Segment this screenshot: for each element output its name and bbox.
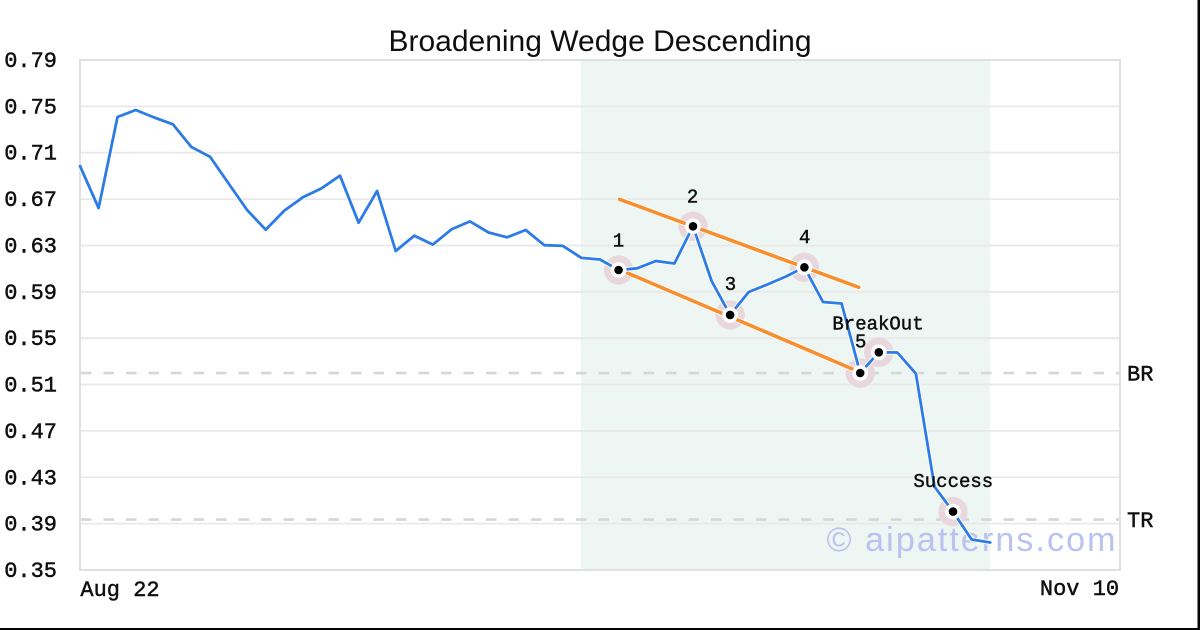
svg-text:5: 5 [855, 332, 866, 354]
svg-text:4: 4 [799, 227, 810, 249]
svg-text:0.59: 0.59 [4, 281, 57, 306]
svg-text:TR: TR [1127, 509, 1153, 534]
svg-text:0.79: 0.79 [4, 49, 57, 74]
svg-text:0.71: 0.71 [4, 142, 57, 167]
svg-text:0.43: 0.43 [4, 466, 57, 491]
svg-text:Success: Success [913, 471, 993, 493]
svg-text:0.39: 0.39 [4, 513, 57, 538]
svg-text:1: 1 [613, 231, 624, 253]
svg-text:0.63: 0.63 [4, 235, 57, 260]
svg-text:0.67: 0.67 [4, 188, 57, 213]
svg-text:2: 2 [687, 187, 698, 209]
svg-text:Broadening Wedge Descending: Broadening Wedge Descending [388, 25, 811, 58]
svg-text:0.55: 0.55 [4, 327, 57, 352]
svg-text:0.35: 0.35 [4, 559, 57, 584]
svg-text:BR: BR [1127, 363, 1153, 388]
svg-text:0.51: 0.51 [4, 374, 57, 399]
svg-text:0.75: 0.75 [4, 95, 57, 120]
svg-text:3: 3 [725, 274, 736, 296]
svg-text:Aug 22: Aug 22 [80, 578, 159, 603]
svg-text:0.47: 0.47 [4, 420, 57, 445]
svg-text:Nov 10: Nov 10 [1040, 577, 1119, 602]
svg-text:BreakOut: BreakOut [832, 314, 923, 336]
